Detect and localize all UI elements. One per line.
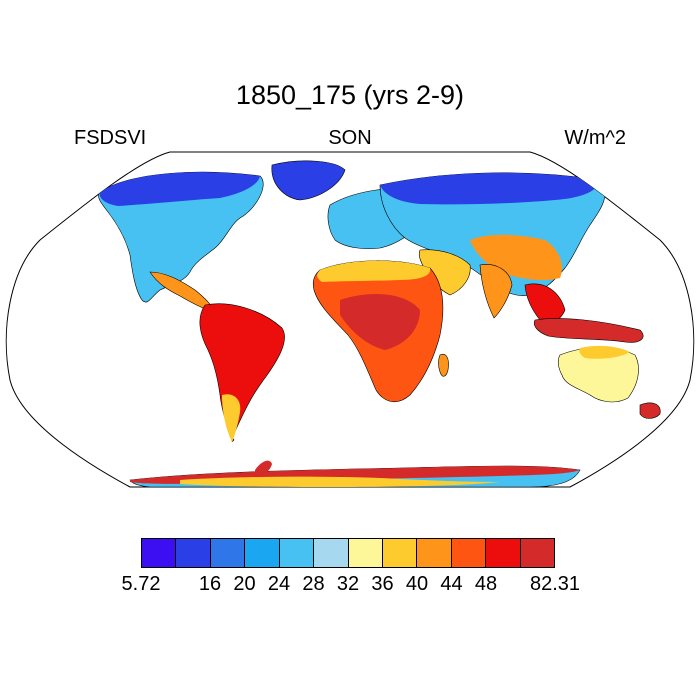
- north-america: [98, 171, 264, 303]
- colorbar-tick-label: 40: [405, 573, 429, 595]
- greenland: [271, 160, 346, 201]
- colorbar-swatch: [176, 539, 211, 567]
- madagascar: [438, 353, 449, 377]
- colorbar-swatch: [520, 539, 555, 567]
- africa-central: [340, 294, 420, 350]
- new-zealand: [639, 402, 661, 419]
- colorbar-tick-label: 5.72: [121, 573, 161, 595]
- units-label: W/m^2: [564, 127, 626, 149]
- india: [479, 264, 513, 319]
- colorbar-swatch: [486, 539, 521, 567]
- antarctic-peninsula: [255, 460, 272, 476]
- south-america: [199, 303, 285, 442]
- indonesia: [533, 318, 644, 343]
- season-label: SON: [328, 127, 372, 149]
- colorbar-tick-label: 24: [267, 573, 291, 595]
- colorbar-tick-label: 82.31: [529, 573, 581, 595]
- colorbar-swatch: [348, 539, 383, 567]
- colorbar-tick-label: 20: [233, 573, 256, 595]
- antarctica-coast: [180, 476, 500, 487]
- colorbar-swatch: [142, 539, 177, 567]
- colorbar-swatch: [279, 539, 315, 567]
- colorbar-tick-label: 44: [440, 573, 463, 595]
- variable-label: FSDSVI: [74, 127, 147, 149]
- colorbar-swatch: [245, 539, 280, 567]
- colorbar-tick-labels: 5.72 16 20 24 28 32 36 40 44 48 82.31: [0, 573, 700, 597]
- globe-outline: [5, 151, 695, 488]
- colorbar-swatch: [417, 539, 452, 567]
- australia-north: [579, 345, 630, 359]
- middle-east: [418, 249, 471, 296]
- colorbar-tick-label: 16: [198, 573, 222, 595]
- colorbar-swatch: [210, 539, 246, 567]
- colorbar-tick-label: 32: [336, 573, 360, 595]
- north-america-north: [99, 172, 260, 206]
- colorbar-tick-label: 28: [302, 573, 325, 595]
- africa-north: [317, 260, 431, 282]
- colorbar-swatch: [314, 539, 349, 567]
- south-america-south: [222, 394, 241, 442]
- colorbar: [141, 538, 555, 568]
- colorbar-tick-label: 36: [371, 573, 394, 595]
- tibet-china: [470, 234, 562, 281]
- colorbar-swatch: [451, 539, 487, 567]
- southeast-asia: [524, 283, 566, 323]
- asia-north: [380, 172, 600, 205]
- land-masses: [98, 160, 661, 487]
- colorbar-tick-label: 48: [474, 573, 498, 595]
- colorbar-swatch: [382, 539, 418, 567]
- map-title: 1850_175 (yrs 2-9): [235, 80, 465, 110]
